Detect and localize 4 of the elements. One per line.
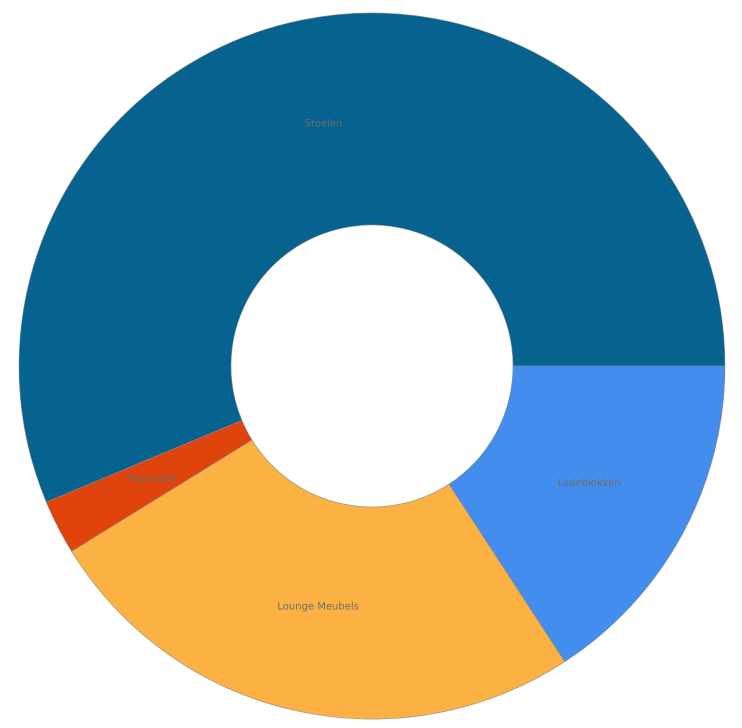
slice-label: Reparatie bbox=[128, 473, 176, 484]
slice-label: Stoelen bbox=[304, 118, 342, 130]
slice-label: Lounge Meubels bbox=[277, 602, 359, 613]
slice-label: Ladeblokken bbox=[558, 478, 621, 490]
